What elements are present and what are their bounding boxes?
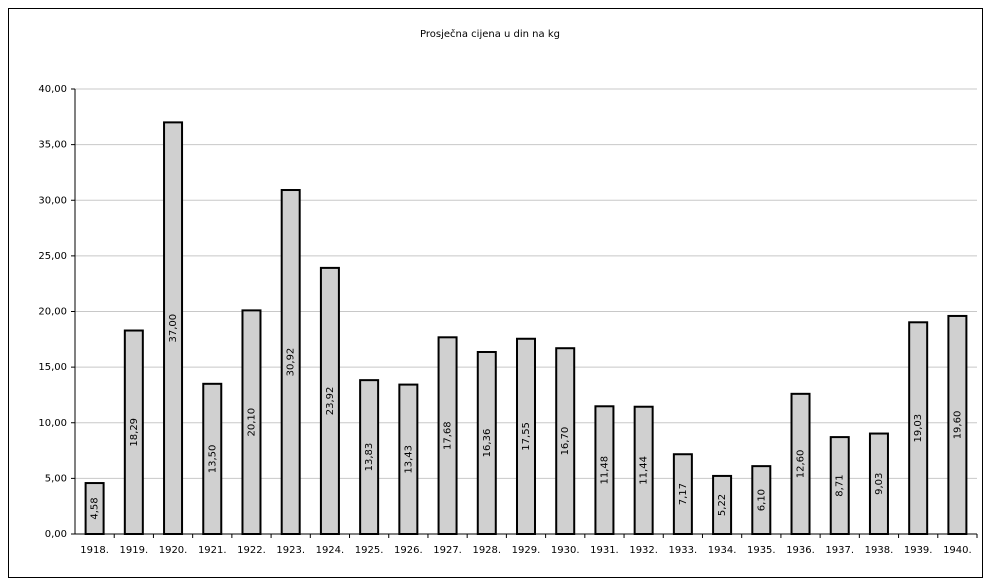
value-label: 5,22 (717, 494, 728, 516)
bar (319, 266, 340, 535)
x-tick-label: 1918. (80, 545, 109, 556)
value-label: 16,36 (482, 429, 493, 458)
bar (437, 336, 458, 535)
value-label: 16,70 (560, 427, 571, 456)
bar (280, 189, 301, 535)
x-tick-label: 1925. (355, 545, 384, 556)
bar (241, 309, 262, 536)
value-label: 17,55 (521, 422, 532, 451)
value-label: 18,29 (129, 418, 140, 447)
value-label: 9,03 (874, 473, 885, 495)
value-label: 12,60 (796, 450, 807, 479)
value-label: 8,71 (835, 474, 846, 496)
bar (202, 382, 223, 535)
x-tick-label: 1923. (276, 545, 305, 556)
bar (398, 383, 419, 535)
x-tick-label: 1929. (512, 545, 541, 556)
value-label: 11,48 (599, 456, 610, 485)
y-tick-label: 0,00 (45, 529, 67, 540)
x-tick-label: 1934. (708, 545, 737, 556)
y-tick-label: 35,00 (38, 140, 67, 151)
x-tick-label: 1928. (472, 545, 501, 556)
bar (163, 121, 184, 535)
x-tick-label: 1933. (669, 545, 698, 556)
value-label: 30,92 (286, 348, 297, 377)
x-tick-label: 1940. (943, 545, 972, 556)
value-label: 13,43 (403, 445, 414, 474)
bar (672, 453, 693, 536)
chart-title: Prosječna cijena u din na kg (420, 28, 560, 40)
value-label: 19,60 (952, 411, 963, 440)
x-tick-label: 1938. (865, 545, 894, 556)
value-label: 13,83 (364, 443, 375, 472)
value-label: 13,50 (207, 445, 218, 474)
x-tick-label: 1922. (237, 545, 266, 556)
value-label: 19,03 (913, 414, 924, 443)
x-tick-label: 1927. (433, 545, 462, 556)
x-tick-label: 1935. (747, 545, 776, 556)
bar (633, 405, 654, 536)
bar (790, 392, 811, 536)
value-label: 7,17 (678, 483, 689, 505)
bar (947, 314, 968, 536)
x-tick-label: 1939. (904, 545, 933, 556)
y-tick-label: 30,00 (38, 195, 67, 206)
x-tick-label: 1919. (120, 545, 149, 556)
x-tick-label: 1926. (394, 545, 423, 556)
bar (594, 405, 615, 535)
bar (359, 379, 380, 535)
bar (516, 337, 536, 535)
bar (868, 432, 889, 536)
value-label: 37,00 (168, 314, 179, 343)
y-tick-label: 15,00 (38, 362, 67, 373)
x-tick-label: 1924. (316, 545, 345, 556)
bar (908, 321, 929, 536)
x-tick-label: 1936. (786, 545, 815, 556)
y-tick-label: 20,00 (38, 307, 67, 318)
value-label: 23,92 (325, 387, 336, 416)
bar (829, 436, 850, 536)
x-tick-label: 1931. (590, 545, 619, 556)
y-tick-label: 40,00 (38, 84, 67, 95)
bar (476, 350, 497, 535)
bar (555, 347, 576, 535)
y-tick-label: 5,00 (45, 473, 67, 484)
bar (751, 465, 772, 536)
y-tick-label: 25,00 (38, 251, 67, 262)
value-label: 17,68 (443, 421, 454, 450)
value-label: 6,10 (756, 489, 767, 511)
bar (712, 474, 733, 535)
y-tick-label: 10,00 (38, 418, 67, 429)
x-tick-label: 1937. (825, 545, 854, 556)
value-label: 4,58 (90, 497, 101, 519)
bar (84, 482, 105, 535)
x-tick-label: 1930. (551, 545, 580, 556)
x-tick-label: 1932. (629, 545, 658, 556)
x-tick-label: 1920. (159, 545, 188, 556)
value-label: 20,10 (246, 408, 257, 437)
x-tick-label: 1921. (198, 545, 227, 556)
bar (123, 329, 144, 535)
value-label: 11,44 (639, 456, 650, 485)
